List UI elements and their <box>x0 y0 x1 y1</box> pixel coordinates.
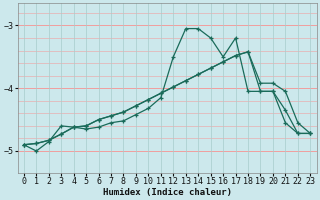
X-axis label: Humidex (Indice chaleur): Humidex (Indice chaleur) <box>103 188 232 197</box>
